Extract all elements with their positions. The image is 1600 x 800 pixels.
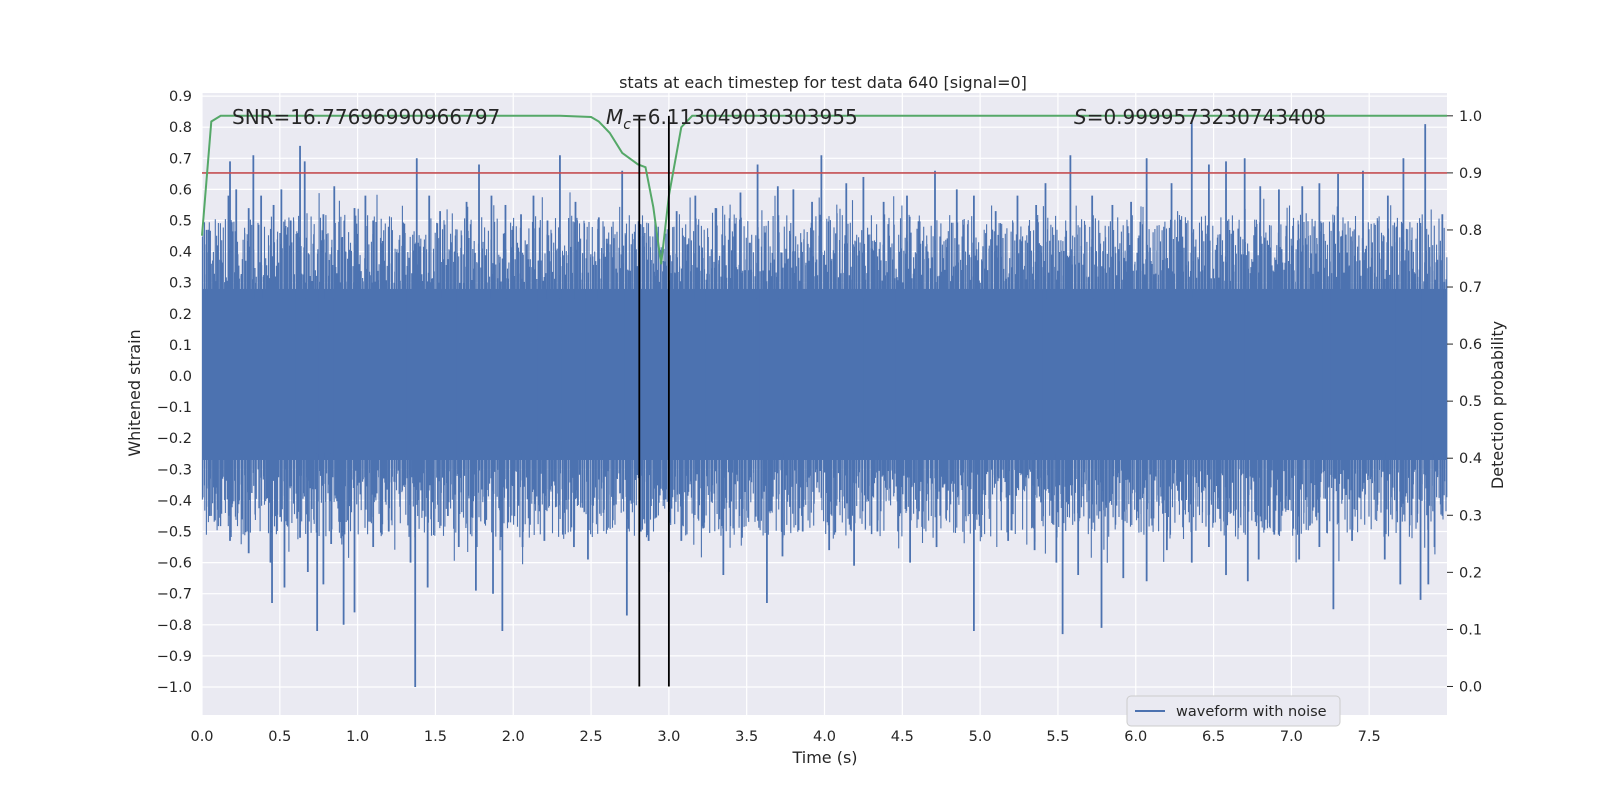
y-tick-label: 0.4 bbox=[169, 245, 192, 261]
y-tick-label: 0.2 bbox=[169, 307, 192, 323]
y2-axis-ticks: 1.0 0.9 0.8 0.7 0.6 0.5 0.4 0.3 0.2 0.1 0.0 bbox=[1447, 109, 1482, 695]
chirp-mass-annotation: Mc=6.113049030303955 bbox=[606, 105, 858, 133]
y-tick-label: −0.4 bbox=[157, 493, 192, 509]
x-tick-label: 0.0 bbox=[190, 729, 213, 745]
chart-title: stats at each timestep for test data 640… bbox=[619, 73, 1027, 92]
y2-tick-label: 0.0 bbox=[1459, 679, 1482, 695]
x-tick-label: 7.0 bbox=[1280, 729, 1303, 745]
y-tick-label: −0.2 bbox=[157, 431, 192, 447]
x-tick-label: 6.0 bbox=[1124, 729, 1147, 745]
x-tick-label: 3.5 bbox=[735, 729, 758, 745]
y2-tick-label: 0.2 bbox=[1459, 565, 1482, 581]
chirp-mass-symbol: M bbox=[606, 105, 623, 129]
y-tick-label: −0.5 bbox=[157, 525, 192, 541]
y2-tick-label: 0.5 bbox=[1459, 394, 1482, 410]
y2-tick-label: 0.9 bbox=[1459, 166, 1482, 182]
y2-axis-title: Detection probability bbox=[1488, 321, 1507, 489]
y2-tick-label: 0.7 bbox=[1459, 280, 1482, 296]
y2-tick-label: 0.3 bbox=[1459, 508, 1482, 524]
x-tick-label: 4.5 bbox=[891, 729, 914, 745]
y2-tick-label: 0.4 bbox=[1459, 451, 1482, 467]
x-tick-label: 5.5 bbox=[1046, 729, 1069, 745]
y-tick-label: 0.6 bbox=[169, 182, 192, 198]
x-tick-label: 5.0 bbox=[969, 729, 992, 745]
s-value: =0.9999573230743408 bbox=[1087, 105, 1326, 129]
y2-tick-label: 1.0 bbox=[1459, 109, 1482, 125]
y-tick-label: 0.7 bbox=[169, 151, 192, 167]
x-tick-label: 6.5 bbox=[1202, 729, 1225, 745]
y2-tick-label: 0.6 bbox=[1459, 337, 1482, 353]
y-tick-label: −1.0 bbox=[157, 680, 192, 696]
y-tick-label: −0.6 bbox=[157, 556, 192, 572]
chirp-mass-subscript: c bbox=[623, 117, 631, 133]
x-axis-ticks: 0.0 0.5 1.0 1.5 2.0 2.5 3.0 3.5 4.0 4.5 5.0 5.5 6.0 6… bbox=[190, 729, 1380, 745]
snr-annotation: SNR=16.77696990966797 bbox=[232, 105, 500, 129]
x-tick-label: 1.0 bbox=[346, 729, 369, 745]
s-symbol: S bbox=[1074, 105, 1087, 129]
y-tick-label: 0.0 bbox=[169, 369, 192, 385]
y-tick-label: 0.3 bbox=[169, 276, 192, 292]
overlay-series bbox=[201, 114, 1447, 687]
y-axis-title: Whitened strain bbox=[125, 329, 144, 456]
x-tick-label: 2.0 bbox=[502, 729, 525, 745]
y-tick-label: 0.5 bbox=[169, 214, 192, 230]
x-tick-label: 3.0 bbox=[657, 729, 680, 745]
x-tick-label: 0.5 bbox=[268, 729, 291, 745]
y-tick-label: −0.1 bbox=[157, 400, 192, 416]
y2-tick-label: 0.8 bbox=[1459, 223, 1482, 239]
waveform-series bbox=[201, 120, 1448, 688]
x-tick-label: 4.0 bbox=[813, 729, 836, 745]
y-tick-label: 0.8 bbox=[169, 120, 192, 136]
y-tick-label: 0.9 bbox=[169, 89, 192, 105]
x-tick-label: 2.5 bbox=[580, 729, 603, 745]
y2-tick-label: 0.1 bbox=[1459, 622, 1482, 638]
x-tick-label: 1.5 bbox=[424, 729, 447, 745]
y-tick-label: −0.9 bbox=[157, 649, 192, 665]
s-annotation: S=0.9999573230743408 bbox=[1074, 105, 1326, 129]
detection-probability-line bbox=[201, 114, 1447, 265]
legend: waveform with noise bbox=[1126, 695, 1341, 727]
y-tick-label: −0.7 bbox=[157, 587, 192, 603]
waveform-noise-trace bbox=[201, 192, 1448, 565]
y-tick-label: −0.8 bbox=[157, 618, 192, 634]
x-axis-title: Time (s) bbox=[791, 748, 857, 767]
x-tick-label: 7.5 bbox=[1358, 729, 1381, 745]
chirp-mass-value: =6.113049030303955 bbox=[631, 105, 858, 129]
legend-box bbox=[1126, 695, 1341, 727]
y-tick-label: 0.1 bbox=[169, 338, 192, 354]
y-tick-label: −0.3 bbox=[157, 462, 192, 478]
y-axis-ticks: 0.9 0.8 0.7 0.6 0.5 0.4 0.3 0.2 0.1 0.0 −0.1 −0.2 −0… bbox=[157, 89, 192, 696]
legend-label: waveform with noise bbox=[1176, 704, 1327, 720]
